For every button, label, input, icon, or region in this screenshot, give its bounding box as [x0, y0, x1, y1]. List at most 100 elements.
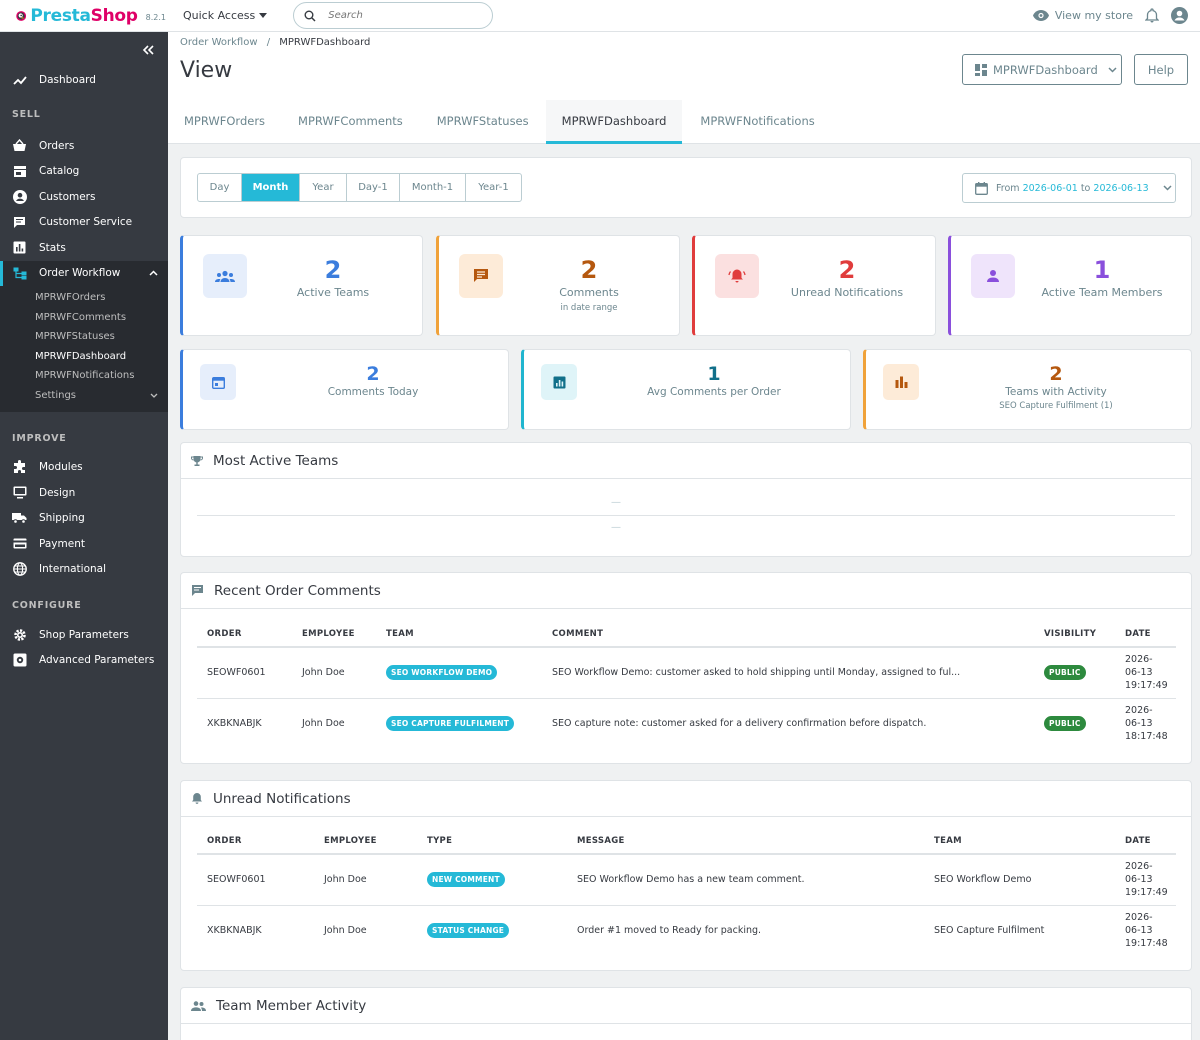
card-header: Recent Order Comments [181, 573, 1191, 609]
kpi-value: 2 [580, 256, 598, 284]
sidebar-collapse-button[interactable] [0, 32, 168, 68]
column-header-type[interactable]: TYPE [417, 828, 567, 855]
period-month-minus-1-button[interactable]: Month-1 [400, 174, 466, 201]
cell-type: STATUS CHANGE [417, 905, 567, 956]
submenu-item-mprwfstatuses[interactable]: MPRWFStatuses [35, 331, 115, 343]
sidebar-item-advanced-parameters[interactable]: Advanced Parameters [0, 648, 168, 674]
account-circle-icon [12, 189, 27, 204]
dashboard-dropdown-button[interactable]: MPRWFDashboard [962, 54, 1122, 85]
tab-mprwforders[interactable]: MPRWFOrders [184, 114, 266, 128]
sidebar-item-payment[interactable]: Payment [0, 531, 168, 557]
tab-mprwfstatuses[interactable]: MPRWFStatuses [436, 114, 529, 128]
prestashop-logo[interactable]: PrestaShop 8.2.1 [16, 6, 166, 26]
period-month-button[interactable]: Month [242, 174, 300, 201]
period-day-minus-1-button[interactable]: Day-1 [347, 174, 400, 201]
column-header-message[interactable]: MESSAGE [567, 828, 924, 855]
sidebar-item-label: International [39, 563, 107, 576]
sidebar-item-design[interactable]: Design [0, 480, 168, 506]
kpi-icon-box [200, 364, 236, 400]
period-day-button[interactable]: Day [198, 174, 242, 201]
submenu-item-settings[interactable]: Settings [0, 386, 168, 406]
sidebar-item-dashboard[interactable]: Dashboard [0, 68, 168, 92]
date-range-to-label: to [1080, 182, 1091, 194]
row-divider [197, 515, 1175, 516]
cell-order: XKBKNABJK [207, 925, 262, 937]
date-part: 06-13 [1125, 718, 1153, 730]
sidebar-item-customers[interactable]: Customers [0, 184, 168, 210]
card-header: Unread Notifications [181, 781, 1191, 817]
sidebar-item-international[interactable]: International [0, 557, 168, 583]
table-row[interactable]: XKBKNABJK John Doe STATUS CHANGE Order #… [197, 905, 1176, 956]
people-icon [191, 1000, 206, 1011]
cell-comment: SEO Workflow Demo: customer asked to hol… [542, 647, 1034, 699]
sidebar-item-modules[interactable]: Modules [0, 455, 168, 481]
date-range-picker[interactable]: From 2026-06-01 to 2026-06-13 [962, 173, 1176, 203]
submenu-item-mprwfcomments[interactable]: MPRWFComments [35, 311, 127, 323]
sidebar-item-order-workflow[interactable]: Order Workflow [0, 260, 168, 286]
time-part: 19:17:49 [1125, 887, 1168, 899]
column-header-team[interactable]: TEAM [924, 828, 1115, 855]
table-row[interactable]: SEOWF0601 John Doe SEO WORKFLOW DEMO SEO… [197, 647, 1176, 699]
column-header-order[interactable]: ORDER [197, 828, 314, 855]
sidebar-item-shop-parameters[interactable]: Shop Parameters [0, 622, 168, 648]
date-range-from: 2026-06-01 [1022, 182, 1078, 194]
cell-visibility: PUBLIC [1034, 647, 1115, 699]
column-header-visibility[interactable]: VISIBILITY [1034, 621, 1115, 648]
cell-employee: John Doe [302, 718, 345, 730]
column-header-order[interactable]: ORDER [197, 621, 292, 648]
topbar-right: View my store [1032, 7, 1188, 24]
time-part: 19:17:49 [1125, 680, 1168, 692]
sidebar-item-orders[interactable]: Orders [0, 133, 168, 159]
sidebar-item-customer-service[interactable]: Customer Service [0, 210, 168, 236]
sidebar-item-label: Dashboard [39, 74, 96, 86]
card-title: Unread Notifications [213, 790, 351, 807]
sidebar-item-shipping[interactable]: Shipping [0, 506, 168, 532]
submenu-item-mprwfdashboard[interactable]: MPRWFDashboard [35, 350, 127, 362]
comment-icon [474, 269, 488, 282]
basket-icon [13, 139, 26, 152]
kpi-subtext: in date range [560, 303, 618, 313]
view-my-store-link[interactable]: View my store [1032, 9, 1133, 22]
period-year-minus-1-button[interactable]: Year-1 [478, 182, 509, 193]
period-filter-card: Day Month Year Day-1 Month-1 Year-1 From… [180, 157, 1192, 218]
submenu-item-mprwfnotifications[interactable]: MPRWFNotifications [35, 370, 135, 382]
submenu-item-mprwforders[interactable]: MPRWFOrders [35, 292, 106, 303]
sidebar-item-label: Orders [39, 139, 75, 152]
tab-mprwfdashboard[interactable]: MPRWFDashboard [545, 100, 683, 144]
comment-icon [192, 585, 203, 596]
help-button[interactable]: Help [1134, 54, 1188, 85]
cell-order: SEOWF0601 [197, 647, 292, 699]
sidebar-item-catalog[interactable]: Catalog [0, 159, 168, 185]
account-icon[interactable] [1171, 7, 1188, 24]
type-badge: STATUS CHANGE [427, 923, 510, 939]
column-header-comment[interactable]: COMMENT [542, 621, 1034, 648]
table-row[interactable]: XKBKNABJK John Doe SEO CAPTURE FULFILMEN… [197, 698, 1176, 749]
tab-mprwfnotifications[interactable]: MPRWFNotifications [700, 114, 815, 128]
table-row[interactable]: SEOWF0601 John Doe NEW COMMENT SEO Workf… [197, 854, 1176, 906]
column-header-team[interactable]: TEAM [376, 621, 542, 648]
order-workflow-submenu: MPRWFOrders MPRWFComments MPRWFStatuses … [0, 286, 168, 412]
time-part: 18:17:48 [1125, 731, 1168, 743]
cell-order: XKBKNABJK [207, 718, 262, 730]
breadcrumb-parent-link[interactable]: Order Workflow [180, 37, 258, 48]
chat-icon [14, 216, 25, 228]
section-header-improve: IMPROVE [12, 432, 67, 444]
notifications-bell-icon[interactable] [1145, 8, 1159, 23]
column-header-date[interactable]: DATE [1115, 828, 1176, 855]
quick-access-dropdown[interactable]: Quick Access [183, 9, 268, 22]
card-title: Team Member Activity [216, 997, 367, 1014]
column-header-employee[interactable]: EMPLOYEE [292, 621, 376, 648]
column-header-date[interactable]: DATE [1115, 621, 1176, 648]
kpi-label: Active Team Members [1041, 286, 1163, 299]
tab-mprwfcomments[interactable]: MPRWFComments [298, 114, 403, 128]
search-box[interactable] [293, 2, 494, 29]
sidebar-item-stats[interactable]: Stats [0, 235, 168, 261]
sidebar-item-label: Advanced Parameters [39, 654, 155, 667]
trending-up-icon [12, 76, 27, 85]
period-year-button[interactable]: Year [300, 174, 347, 201]
column-header-employee[interactable]: EMPLOYEE [314, 828, 417, 855]
cell-order: SEOWF0601 [197, 854, 314, 906]
view-my-store-label: View my store [1054, 9, 1133, 22]
date-part: 06-13 [1125, 667, 1153, 679]
search-input[interactable] [328, 10, 479, 21]
